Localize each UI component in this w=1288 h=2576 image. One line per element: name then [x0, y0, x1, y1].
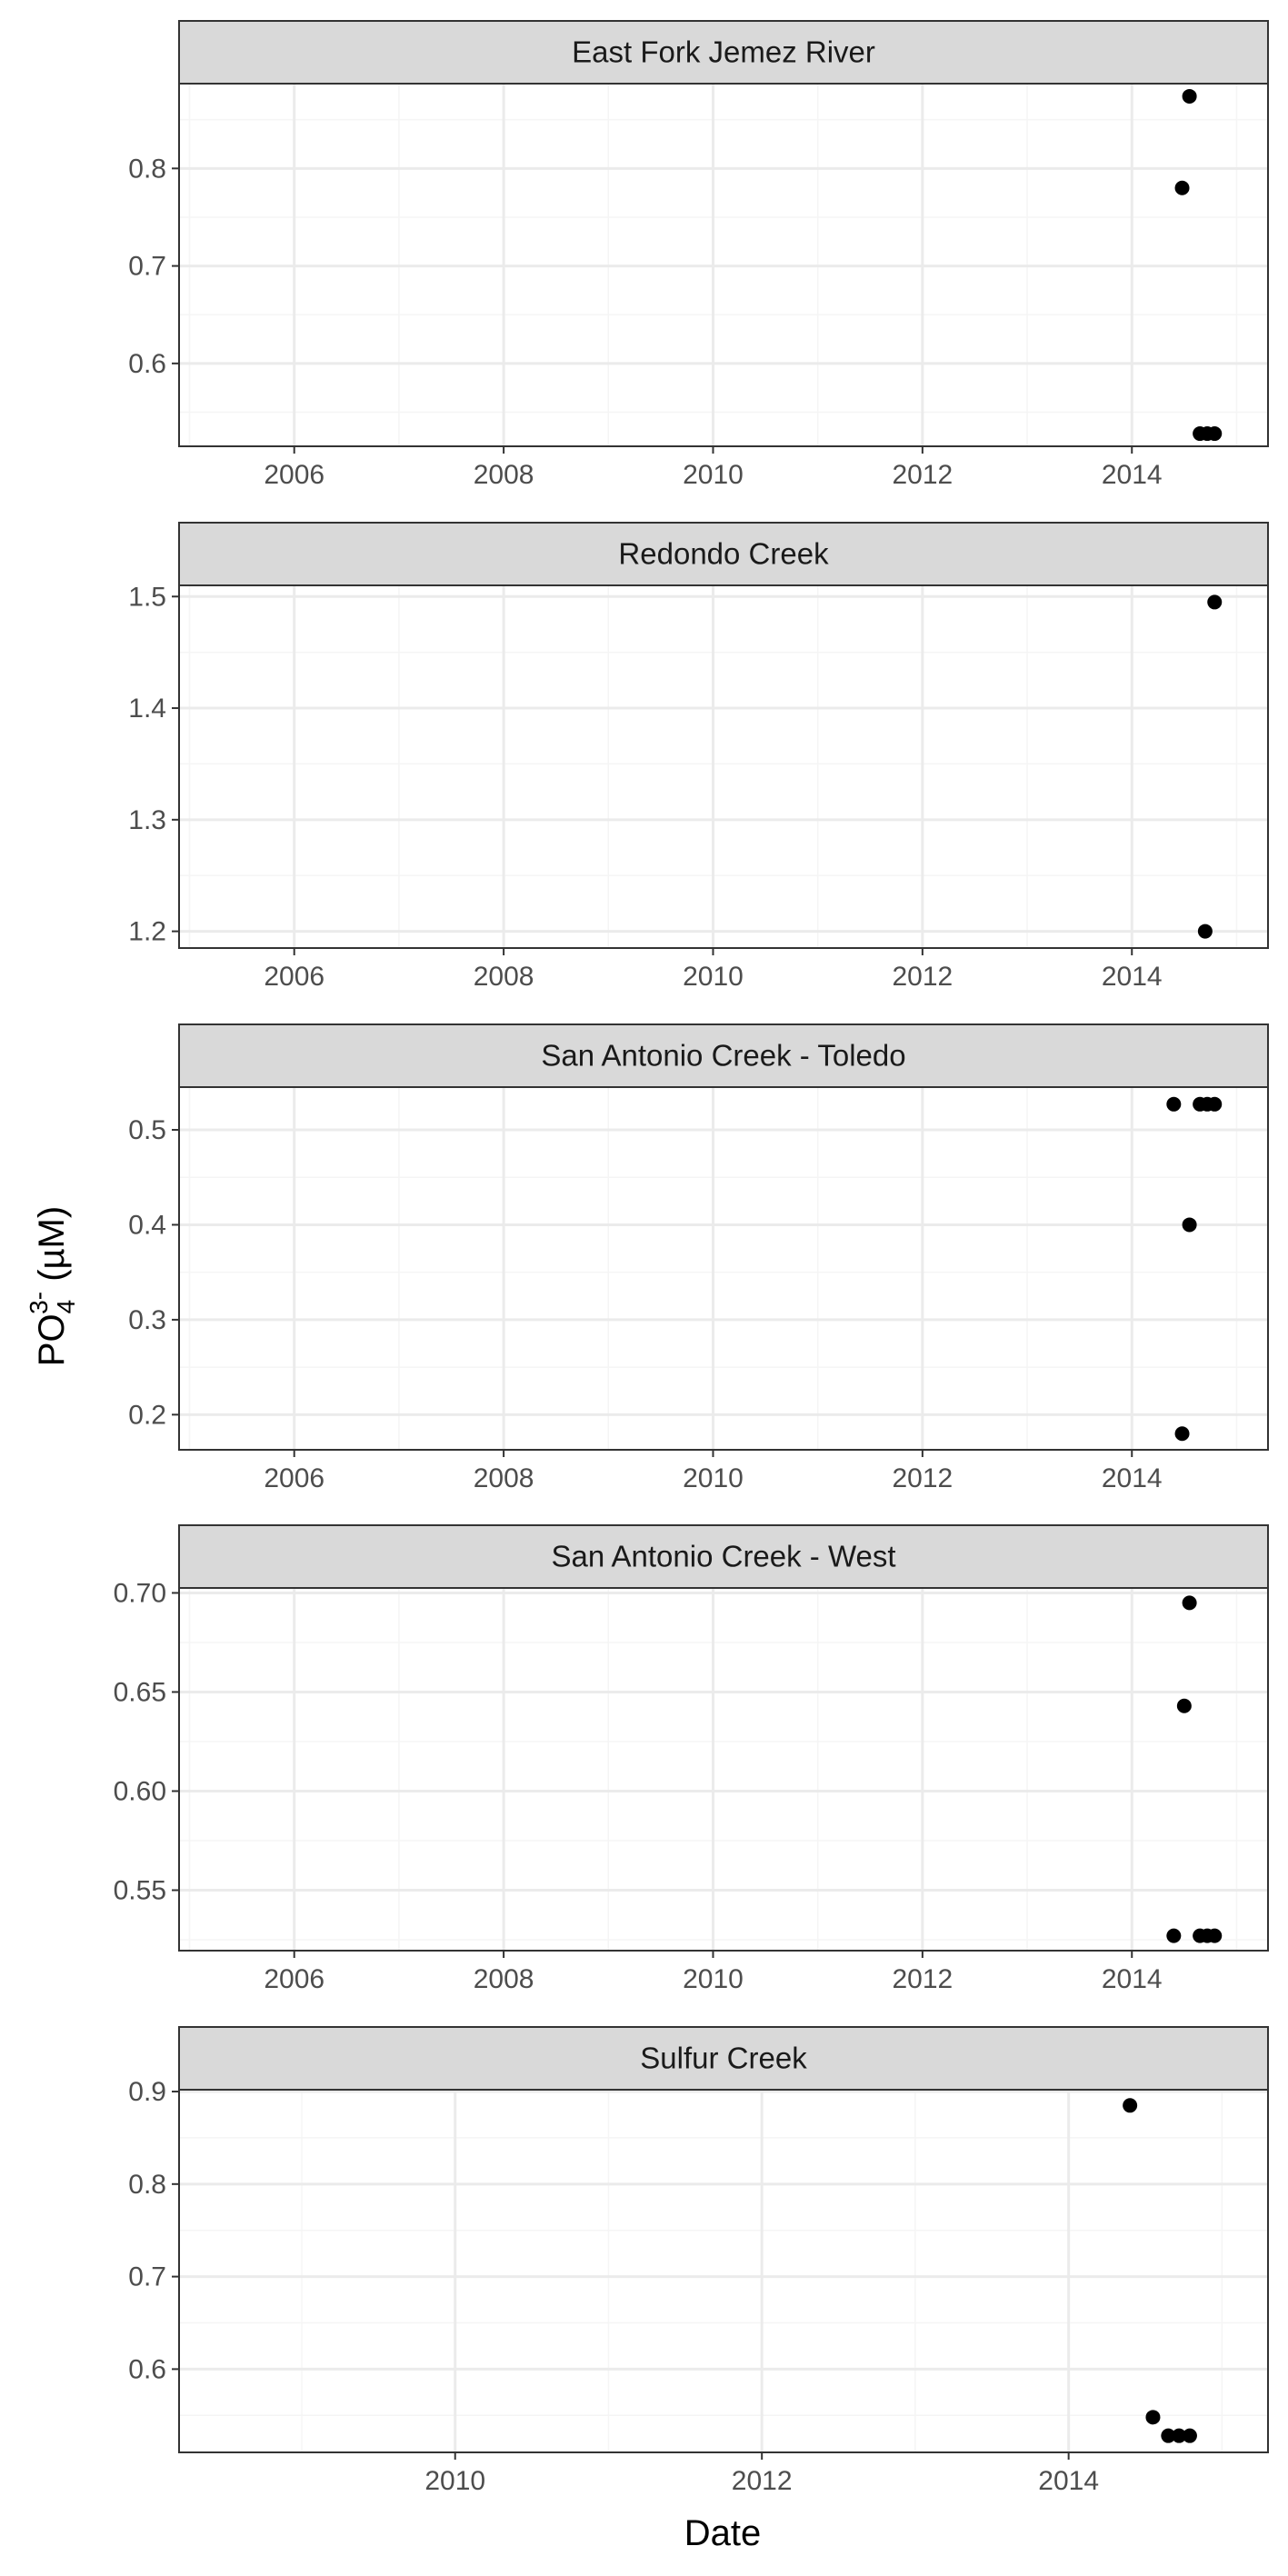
x-tick-label: 2014 — [1102, 1964, 1163, 1994]
facet-panel-5: Sulfur Creek 2010 2012 2014 0.6 0.7 0.8 0.9 — [128, 2026, 1269, 2496]
x-tick-label: 2012 — [892, 1463, 953, 1493]
data-point — [1182, 88, 1197, 104]
panel-border — [178, 83, 1269, 447]
facet-strip — [178, 20, 1269, 85]
data-point — [1207, 1928, 1223, 1943]
y-tick-label: 0.6 — [128, 349, 166, 379]
y-tick-label: 1.4 — [128, 694, 166, 724]
data-point — [1166, 1096, 1182, 1112]
data-point — [1176, 1698, 1192, 1713]
y-axis-title-sup: 3- — [25, 1292, 53, 1314]
data-point — [1161, 2428, 1176, 2443]
x-tick-label: 2008 — [474, 1463, 534, 1493]
y-axis-title-unit: (µM) — [32, 1206, 72, 1292]
x-tick-label: 2006 — [264, 460, 324, 490]
y-tick-label: 0.55 — [114, 1876, 166, 1906]
plot-background — [179, 585, 1268, 948]
y-tick-label: 0.3 — [128, 1305, 166, 1335]
panel-border — [178, 1587, 1269, 1952]
y-axis-title-base: PO — [32, 1313, 72, 1366]
y-tick-label: 0.9 — [128, 2077, 166, 2107]
data-point — [1174, 180, 1190, 195]
x-tick-label: 2014 — [1102, 962, 1163, 992]
x-tick-label: 2010 — [683, 460, 744, 490]
data-point — [1123, 2098, 1138, 2113]
y-tick-label: 1.5 — [128, 582, 166, 612]
data-point — [1182, 1217, 1197, 1233]
x-tick-label: 2006 — [264, 1964, 324, 1994]
data-point — [1174, 1426, 1190, 1442]
x-tick-label: 2012 — [892, 1964, 953, 1994]
data-point — [1207, 594, 1223, 610]
data-point — [1145, 2410, 1161, 2425]
facet-title: East Fork Jemez River — [572, 35, 875, 69]
facet-strip — [178, 1023, 1269, 1088]
facet-strip — [178, 2026, 1269, 2091]
x-tick-label: 2010 — [683, 962, 744, 992]
facet-title: Redondo Creek — [618, 537, 829, 571]
x-tick-label: 2012 — [732, 2466, 793, 2496]
facet-panel-1: East Fork Jemez River 2006 2008 2010 2012 201… — [128, 20, 1269, 490]
facet-panel-3: San Antonio Creek - Toledo 2006 2008 2010 20… — [128, 1023, 1269, 1493]
y-tick-label: 0.7 — [128, 2262, 166, 2292]
panel-border — [178, 1086, 1269, 1451]
y-tick-label: 0.70 — [114, 1578, 166, 1608]
x-tick-label: 2008 — [474, 1964, 534, 1994]
y-tick-label: 1.3 — [128, 805, 166, 835]
data-point — [1197, 924, 1213, 939]
y-tick-label: 0.7 — [128, 252, 166, 282]
y-tick-label: 0.60 — [114, 1776, 166, 1806]
y-tick-label: 0.6 — [128, 2354, 166, 2384]
x-tick-label: 2006 — [264, 1463, 324, 1493]
plot-background — [179, 1087, 1268, 1450]
x-tick-label: 2010 — [683, 1964, 744, 1994]
x-tick-label: 2014 — [1102, 460, 1163, 490]
plot-background — [179, 2090, 1268, 2452]
data-point — [1166, 1928, 1182, 1943]
x-tick-label: 2014 — [1102, 1463, 1163, 1493]
x-tick-label: 2012 — [892, 460, 953, 490]
y-tick-label: 0.4 — [128, 1210, 166, 1240]
data-point — [1172, 2428, 1187, 2443]
facet-title: San Antonio Creek - Toledo — [541, 1039, 905, 1073]
data-point — [1207, 1096, 1223, 1112]
x-tick-label: 2012 — [892, 962, 953, 992]
x-tick-label: 2008 — [474, 962, 534, 992]
panel-border — [178, 584, 1269, 949]
x-tick-label: 2006 — [264, 962, 324, 992]
panel-border — [178, 2089, 1269, 2453]
facet-title: San Antonio Creek - West — [551, 1540, 895, 1573]
data-point — [1182, 1595, 1197, 1611]
y-tick-label: 0.8 — [128, 2170, 166, 2200]
y-axis-title-sub: 4 — [52, 1300, 80, 1314]
y-tick-label: 0.8 — [128, 154, 166, 184]
x-tick-label: 2008 — [474, 460, 534, 490]
x-tick-label: 2010 — [683, 1463, 744, 1493]
y-tick-label: 0.5 — [128, 1115, 166, 1145]
y-tick-label: 0.2 — [128, 1400, 166, 1430]
chart-panels: East Fork Jemez River 2006 2008 2010 2012 201… — [114, 20, 1269, 2496]
x-tick-label: 2014 — [1038, 2466, 1099, 2496]
x-tick-label: 2010 — [424, 2466, 485, 2496]
facet-panel-2: Redondo Creek 2006 2008 2010 2012 2014 1.2 1.3 1… — [128, 522, 1269, 992]
data-point — [1207, 426, 1223, 442]
y-tick-label: 1.2 — [128, 917, 166, 947]
y-tick-label: 0.65 — [114, 1677, 166, 1707]
facet-panel-4: San Antonio Creek - West 2006 2008 2010 2012… — [114, 1524, 1269, 1994]
x-axis-title: Date — [684, 2513, 762, 2553]
facet-strip — [178, 522, 1269, 586]
data-point — [1182, 2428, 1197, 2443]
y-axis-title: PO43- (µM) — [25, 1206, 80, 1366]
facet-title: Sulfur Creek — [640, 2042, 807, 2075]
